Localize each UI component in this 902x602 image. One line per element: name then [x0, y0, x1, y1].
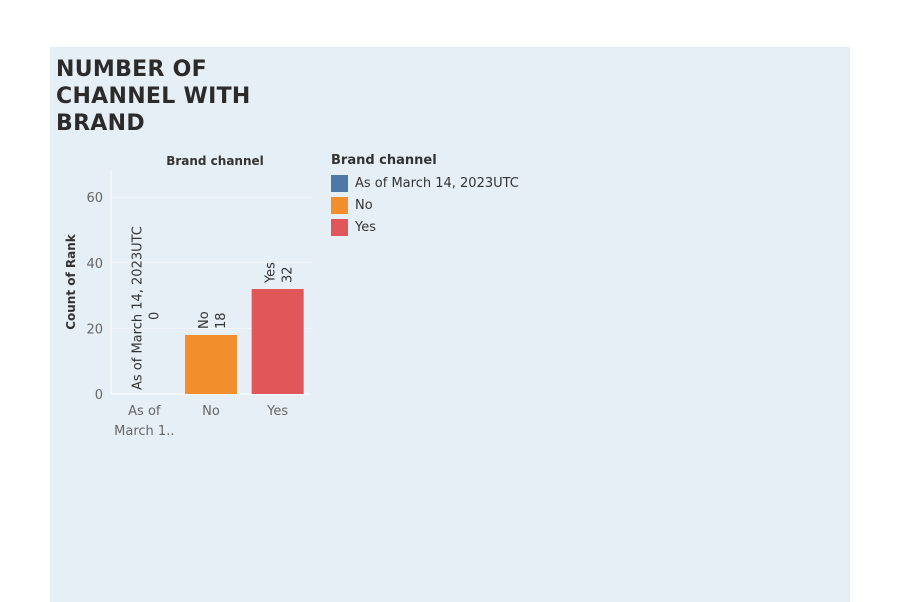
y-tick-label: 20	[86, 322, 103, 337]
dashboard-panel: NUMBER OF CHANNEL WITH BRAND 0 20 40 60 Coun…	[50, 47, 850, 602]
bar-chart[interactable]: 0 20 40 60 Count of Rank Brand channel As of M…	[50, 47, 850, 602]
legend-item-label: No	[355, 197, 373, 213]
dashboard-title: NUMBER OF CHANNEL WITH BRAND	[56, 57, 251, 136]
data-label-category: No	[197, 311, 212, 329]
legend-item-no[interactable]: No	[331, 194, 519, 216]
data-label-value: 18	[214, 312, 229, 329]
data-label-3: Yes 32	[264, 262, 296, 284]
column-header: Brand channel	[166, 154, 264, 168]
legend-title: Brand channel	[331, 153, 437, 168]
y-tick-label: 0	[95, 388, 103, 403]
data-label-1: As of March 14, 2023UTC 0	[130, 226, 162, 390]
x-tick-label: March 1..	[114, 424, 174, 439]
legend-swatch	[331, 174, 348, 192]
legend-item-label: As of March 14, 2023UTC	[355, 175, 519, 191]
y-tick-label: 60	[86, 191, 103, 206]
legend-item-as-of[interactable]: As of March 14, 2023UTC	[331, 172, 519, 194]
y-tick-label: 40	[86, 257, 103, 272]
data-label-2: No 18	[197, 311, 229, 329]
data-label-category: Yes	[264, 262, 279, 284]
legend-item-yes[interactable]: Yes	[331, 216, 519, 238]
bar-2	[185, 334, 237, 394]
bar-3	[251, 289, 304, 394]
legend-swatch	[331, 218, 348, 236]
x-tick-label: Yes	[266, 404, 288, 419]
x-tick-label: As of	[128, 404, 161, 419]
data-label-value: 0	[147, 312, 162, 320]
legend-swatch	[331, 196, 348, 214]
y-axis-title: Count of Rank	[64, 233, 78, 330]
legend[interactable]: Brand channel As of March 14, 2023UTC No…	[331, 153, 519, 238]
data-label-category: As of March 14, 2023UTC	[130, 226, 145, 390]
data-label-value: 32	[281, 266, 296, 283]
legend-item-label: Yes	[355, 219, 376, 235]
x-tick-label: No	[202, 404, 220, 419]
